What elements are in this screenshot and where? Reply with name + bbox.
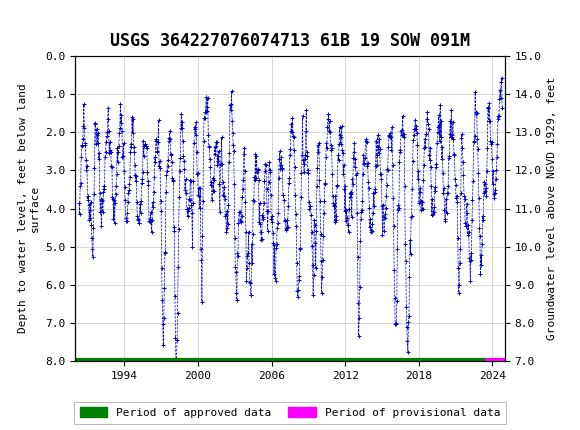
Legend: Period of approved data, Period of provisional data: Period of approved data, Period of provi…: [74, 402, 506, 424]
Text: USGS: USGS: [39, 7, 86, 22]
Y-axis label: Depth to water level, feet below land
surface: Depth to water level, feet below land su…: [19, 84, 40, 333]
FancyBboxPatch shape: [5, 3, 37, 26]
Text: USGS 364227076074713 61B 19 SOW 091M: USGS 364227076074713 61B 19 SOW 091M: [110, 32, 470, 50]
Y-axis label: Groundwater level above NGVD 1929, feet: Groundwater level above NGVD 1929, feet: [547, 77, 557, 340]
